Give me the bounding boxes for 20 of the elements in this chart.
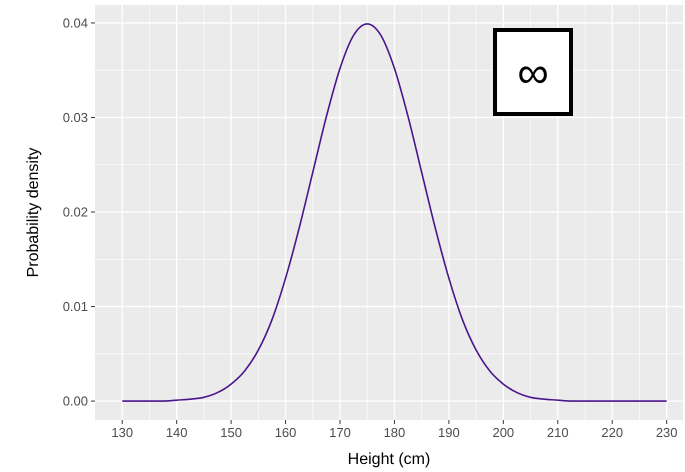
line-series (121, 23, 668, 402)
x-tick-label: 150 (220, 425, 242, 440)
annotation: ∞ (517, 48, 549, 98)
x-tick-label: 170 (329, 425, 351, 440)
x-tick-label: 130 (111, 425, 134, 440)
y-tick-label: 0.04 (62, 16, 88, 31)
x-tick-label: 140 (166, 425, 188, 440)
x-axis-title: Height (cm) (348, 451, 430, 468)
y-tick-label: 0.02 (62, 204, 88, 220)
x-tick-label: 200 (492, 425, 514, 440)
y-tick-label: 0.01 (62, 299, 88, 314)
x-tick-label: 220 (601, 425, 624, 440)
x-tick-label: 190 (438, 425, 460, 440)
y-tick-label: 0.00 (62, 394, 88, 409)
y-tick-label: 0.03 (62, 110, 88, 126)
x-tick-label: 160 (274, 425, 296, 440)
x-tick-label: 230 (656, 425, 678, 440)
x-tick-label: 180 (384, 425, 406, 440)
x-tick-label: 210 (546, 425, 569, 440)
y-axis-title: Probability density (25, 148, 42, 278)
